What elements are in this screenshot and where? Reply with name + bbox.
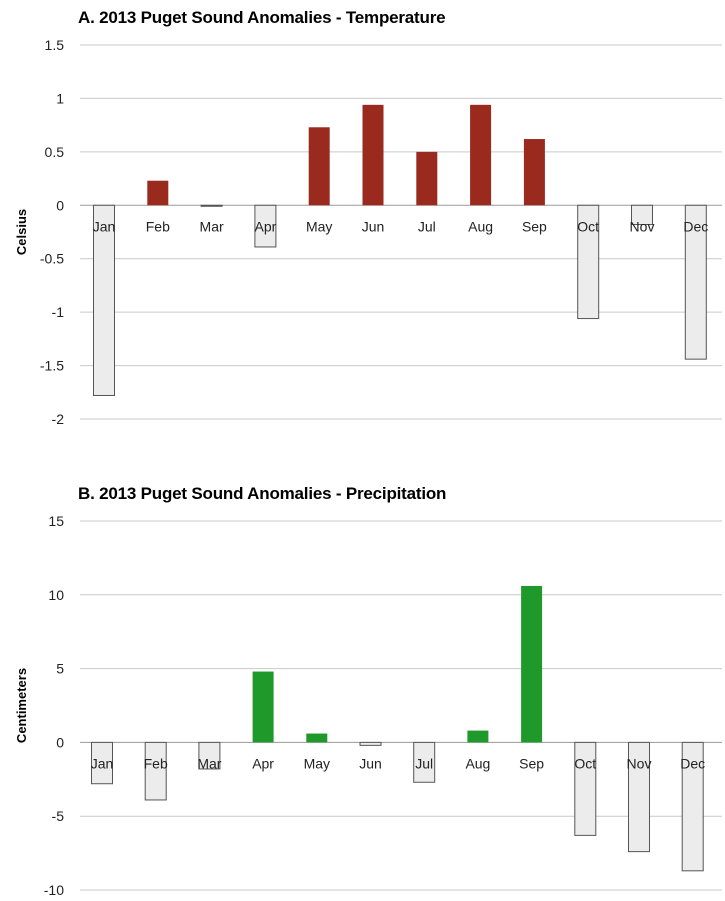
x-tick-label: Jan xyxy=(91,755,114,771)
y-tick-label: 0.5 xyxy=(45,144,65,160)
x-tick-label: Oct xyxy=(577,218,599,234)
y-tick-label: 1.5 xyxy=(45,37,65,53)
x-tick-label: Sep xyxy=(519,755,544,771)
bar-jun xyxy=(359,741,382,746)
chart-title: A. 2013 Puget Sound Anomalies - Temperat… xyxy=(78,8,446,27)
x-tick-label: Dec xyxy=(680,755,705,771)
bar-may xyxy=(308,127,330,206)
x-tick-label: Sep xyxy=(522,218,547,234)
bar-oct xyxy=(577,204,600,320)
x-tick-label: May xyxy=(304,755,330,771)
x-tick-label: Jul xyxy=(415,755,433,771)
x-tick-label: Aug xyxy=(468,218,493,234)
y-tick-label: 0 xyxy=(56,734,64,750)
bar-apr xyxy=(254,204,277,248)
bar-oct xyxy=(574,741,597,836)
bar-feb xyxy=(147,180,169,206)
x-tick-label: Jun xyxy=(359,755,382,771)
x-tick-label: Jun xyxy=(362,218,385,234)
bar-mar xyxy=(198,741,221,770)
precipitation-chart: B. 2013 Puget Sound Anomalies - Precipit… xyxy=(0,470,725,901)
y-axis-label: Celsius xyxy=(14,209,29,255)
bar-aug xyxy=(467,730,489,743)
x-tick-label: Nov xyxy=(630,218,655,234)
y-tick-label: 15 xyxy=(48,513,64,529)
bar-jun xyxy=(362,104,384,206)
temperature-chart-plot: 1.5 1 0.5 0 -0.5 -1 -1.5 -2 Celsius Jan Feb Mar Apr M… xyxy=(14,37,722,427)
bar-mar xyxy=(200,204,223,207)
bar-jul xyxy=(413,741,436,783)
y-tick-label: -5 xyxy=(52,808,65,824)
x-tick-label: Oct xyxy=(574,755,596,771)
y-tick-label: 5 xyxy=(56,661,64,677)
x-tick-label: May xyxy=(306,218,332,234)
y-tick-label: 0 xyxy=(56,197,64,213)
x-tick-label: Mar xyxy=(200,218,224,234)
bar-dec xyxy=(684,204,707,360)
bar-apr xyxy=(252,671,274,743)
x-tick-label: Jul xyxy=(418,218,436,234)
x-tick-label: Nov xyxy=(627,755,652,771)
x-tick-label: Apr xyxy=(255,218,277,234)
bar-nov xyxy=(631,204,653,226)
x-tick-label: Apr xyxy=(252,755,274,771)
y-tick-label: -2 xyxy=(52,411,65,427)
x-tick-label: Mar xyxy=(197,755,221,771)
bar-jul xyxy=(416,151,438,206)
y-tick-label: -1 xyxy=(52,304,65,320)
y-tick-label: 1 xyxy=(56,90,64,106)
x-tick-label: Feb xyxy=(144,755,168,771)
bar-aug xyxy=(470,104,492,206)
bar-sep xyxy=(521,585,543,743)
chart-title: B. 2013 Puget Sound Anomalies - Precipit… xyxy=(78,484,447,503)
y-tick-label: -10 xyxy=(44,882,64,898)
bar-dec xyxy=(681,741,704,872)
y-tick-label: -0.5 xyxy=(40,251,64,267)
y-tick-label: 10 xyxy=(48,587,64,603)
x-tick-label: Dec xyxy=(683,218,708,234)
x-tick-label: Jan xyxy=(93,218,116,234)
bar-may xyxy=(306,733,328,743)
x-tick-label: Feb xyxy=(146,218,170,234)
x-tick-label: Aug xyxy=(465,755,490,771)
y-tick-label: -1.5 xyxy=(40,358,64,374)
bar-sep xyxy=(523,139,545,206)
y-axis-label: Centimeters xyxy=(14,668,29,743)
precipitation-chart-plot: 15 10 5 0 -5 -10 Centimeters Jan Feb Mar Apr May Jun… xyxy=(14,513,722,898)
bar-feb xyxy=(144,741,167,801)
temperature-chart: A. 2013 Puget Sound Anomalies - Temperat… xyxy=(0,0,725,450)
bar-nov xyxy=(628,741,650,853)
bar-jan xyxy=(93,204,115,396)
bar-jan xyxy=(91,741,113,785)
